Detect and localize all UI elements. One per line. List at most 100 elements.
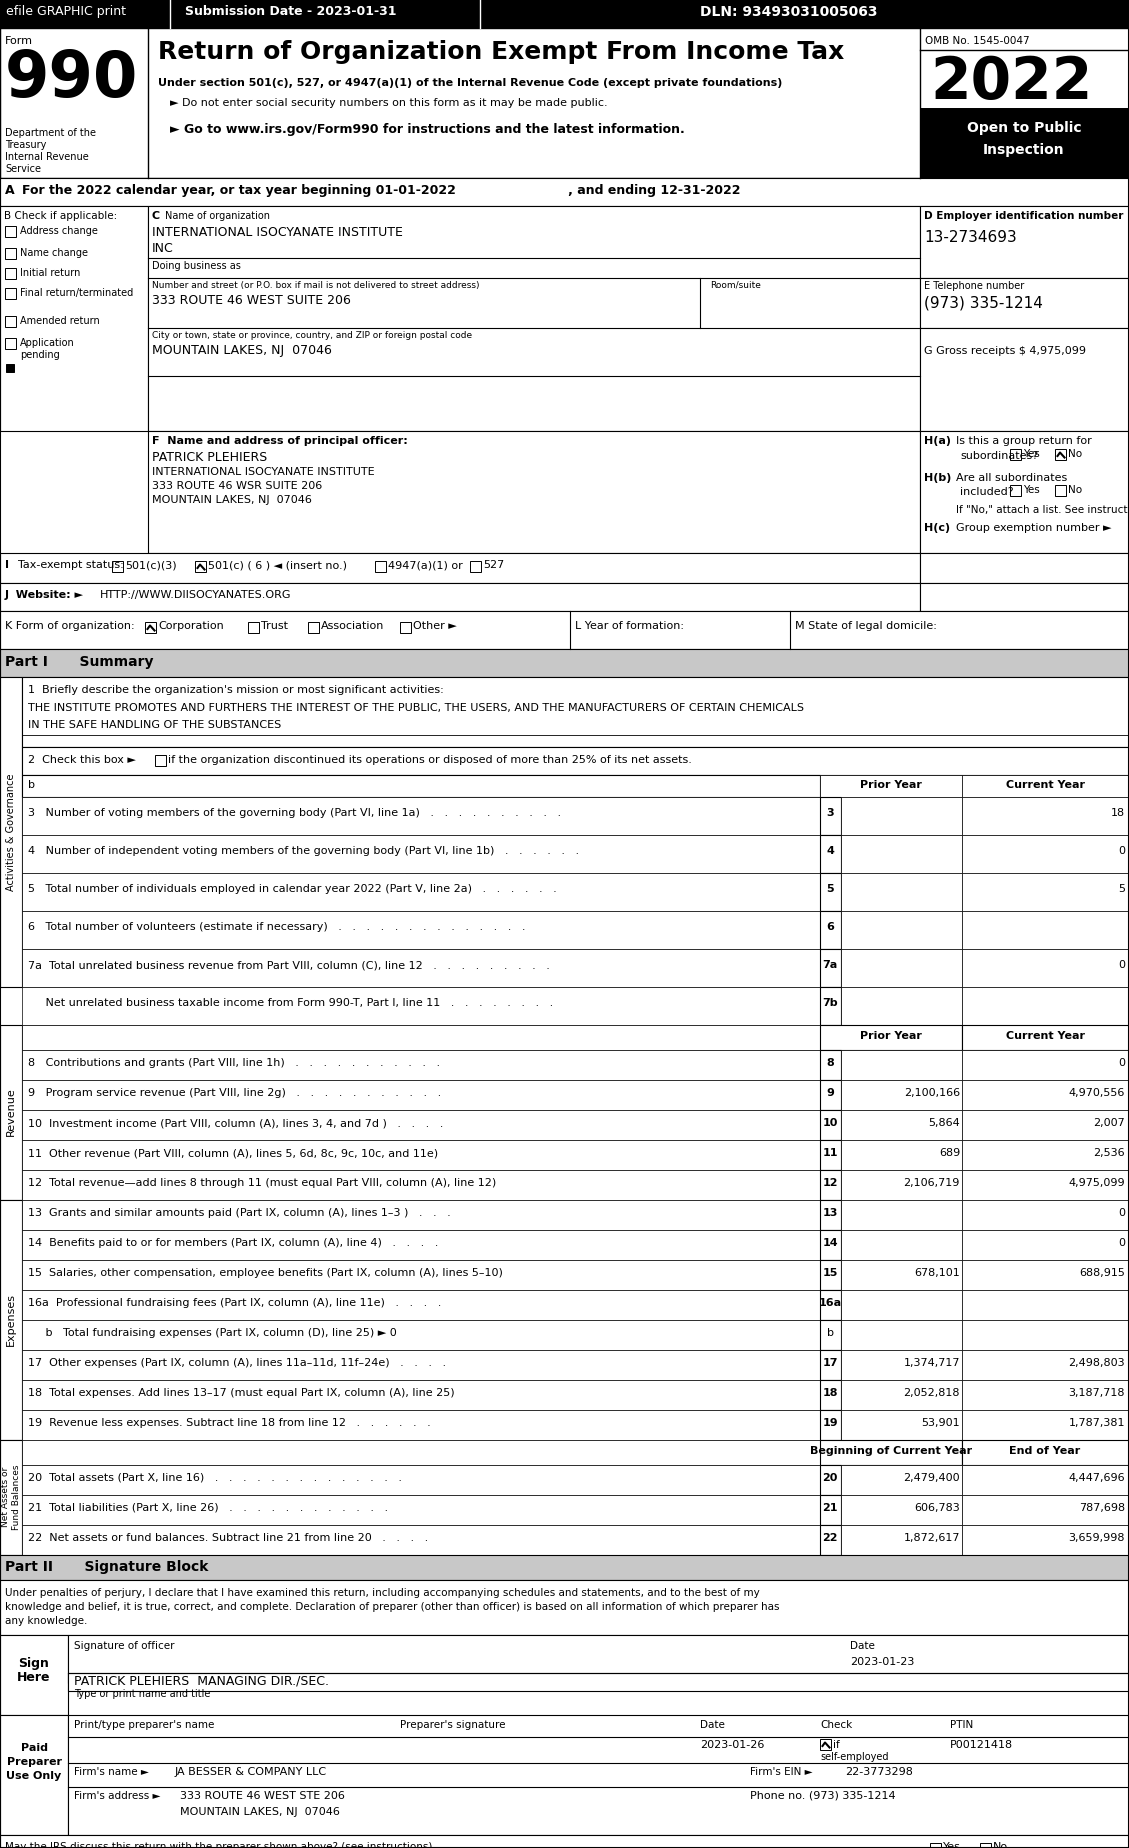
Text: 7a  Total unrelated business revenue from Part VIII, column (C), line 12   .   .: 7a Total unrelated business revenue from… (28, 959, 550, 970)
Text: 527: 527 (483, 560, 505, 569)
Text: J  Website: ►: J Website: ► (5, 590, 84, 601)
Text: 11: 11 (822, 1148, 838, 1159)
Text: Return of Organization Exempt From Income Tax: Return of Organization Exempt From Incom… (158, 41, 844, 65)
Text: Sign: Sign (18, 1658, 50, 1671)
Bar (308, 623, 320, 634)
Text: Treasury: Treasury (5, 140, 46, 150)
Text: M State of legal domicile:: M State of legal domicile: (795, 621, 937, 630)
Bar (0, 1635, 68, 1715)
Bar (930, 1842, 940, 1848)
Text: 22: 22 (822, 1534, 838, 1543)
Text: Revenue: Revenue (6, 1088, 16, 1137)
Bar (820, 1319, 841, 1351)
Text: , and ending 12-31-2022: , and ending 12-31-2022 (555, 185, 741, 198)
Bar (21, 911, 820, 950)
Text: No: No (1068, 449, 1082, 458)
Text: Name change: Name change (20, 248, 88, 259)
Text: Check: Check (820, 1720, 852, 1730)
Text: H(c): H(c) (924, 523, 951, 532)
Bar (841, 1079, 962, 1111)
Text: DLN: 93493031005063: DLN: 93493031005063 (700, 6, 877, 18)
Bar (0, 1580, 1129, 1635)
Text: IN THE SAFE HANDLING OF THE SUBSTANCES: IN THE SAFE HANDLING OF THE SUBSTANCES (28, 721, 281, 730)
Text: 22-3773298: 22-3773298 (844, 1767, 913, 1778)
Text: Trust: Trust (261, 621, 288, 630)
Bar (21, 1410, 820, 1440)
Text: 2,052,818: 2,052,818 (903, 1388, 960, 1397)
Text: Tax-exempt status:: Tax-exempt status: (18, 560, 124, 569)
Text: Other ►: Other ► (413, 621, 457, 630)
Text: 20  Total assets (Part X, line 16)   .   .   .   .   .   .   .   .   .   .   .  : 20 Total assets (Part X, line 16) . . . … (28, 1473, 402, 1482)
Text: JA BESSER & COMPANY LLC: JA BESSER & COMPANY LLC (175, 1767, 327, 1778)
Text: self-employed: self-employed (820, 1752, 889, 1761)
Bar (0, 649, 1129, 676)
Text: Type or print name and title: Type or print name and title (75, 1689, 210, 1698)
Text: Use Only: Use Only (7, 1770, 62, 1781)
Text: Preparer: Preparer (7, 1757, 61, 1767)
Text: INTERNATIONAL ISOCYANATE INSTITUTE: INTERNATIONAL ISOCYANATE INSTITUTE (152, 468, 375, 477)
Bar (21, 1465, 820, 1495)
Text: D Employer identification number: D Employer identification number (924, 211, 1123, 222)
Text: Paid: Paid (20, 1743, 47, 1754)
Bar (21, 1319, 820, 1351)
Bar (0, 676, 21, 987)
Text: Firm's EIN ►: Firm's EIN ► (750, 1767, 813, 1778)
Bar (820, 1495, 841, 1525)
Bar (112, 562, 123, 573)
Bar (920, 553, 1129, 582)
Bar (21, 1525, 820, 1554)
Text: 4,447,696: 4,447,696 (1068, 1473, 1124, 1482)
Text: Yes: Yes (943, 1842, 961, 1848)
Text: 3,187,718: 3,187,718 (1068, 1388, 1124, 1397)
Bar (195, 562, 205, 573)
Text: For the 2022 calendar year, or tax year beginning 01-01-2022: For the 2022 calendar year, or tax year … (21, 185, 456, 198)
Bar (21, 835, 820, 872)
Bar (820, 1140, 841, 1170)
Text: 689: 689 (938, 1148, 960, 1159)
Text: Date: Date (700, 1720, 725, 1730)
Text: Prior Year: Prior Year (860, 1031, 922, 1040)
Text: 18  Total expenses. Add lines 13–17 (must equal Part IX, column (A), line 25): 18 Total expenses. Add lines 13–17 (must… (28, 1388, 455, 1397)
Text: 4,970,556: 4,970,556 (1069, 1088, 1124, 1098)
Bar (0, 612, 1129, 649)
Bar (841, 911, 962, 950)
Bar (962, 1440, 1129, 1465)
Text: 6: 6 (826, 922, 834, 931)
Text: 11  Other revenue (Part VIII, column (A), lines 5, 6d, 8c, 9c, 10c, and 11e): 11 Other revenue (Part VIII, column (A),… (28, 1148, 438, 1159)
Bar (820, 1440, 962, 1465)
Text: Final return/terminated: Final return/terminated (20, 288, 133, 298)
Text: 501(c)(3): 501(c)(3) (125, 560, 176, 569)
Text: Phone no. (973) 335-1214: Phone no. (973) 335-1214 (750, 1791, 895, 1802)
Bar (841, 1495, 962, 1525)
Text: Expenses: Expenses (6, 1294, 16, 1347)
Text: 0: 0 (1118, 1059, 1124, 1068)
Text: b: b (826, 1329, 833, 1338)
Bar (21, 1351, 820, 1380)
Text: Current Year: Current Year (1006, 1031, 1085, 1040)
Bar (68, 1672, 1129, 1691)
Text: MOUNTAIN LAKES, NJ  07046: MOUNTAIN LAKES, NJ 07046 (152, 344, 332, 357)
Bar (980, 1842, 991, 1848)
Text: 13: 13 (822, 1209, 838, 1218)
Bar (0, 1026, 21, 1199)
Bar (21, 747, 1129, 774)
Text: 2,100,166: 2,100,166 (904, 1088, 960, 1098)
Bar (841, 796, 962, 835)
Bar (21, 1290, 820, 1319)
Text: 20: 20 (822, 1473, 838, 1482)
Bar (21, 774, 820, 796)
Bar (1010, 449, 1021, 460)
Text: I: I (5, 560, 9, 569)
Bar (21, 676, 1129, 747)
Bar (820, 1170, 841, 1199)
Text: 19  Revenue less expenses. Subtract line 18 from line 12   .   .   .   .   .   .: 19 Revenue less expenses. Subtract line … (28, 1417, 431, 1429)
Text: 18: 18 (1111, 808, 1124, 819)
Bar (820, 1465, 841, 1495)
Text: 4947(a)(1) or: 4947(a)(1) or (388, 560, 463, 569)
Text: 4   Number of independent voting members of the governing body (Part VI, line 1b: 4 Number of independent voting members o… (28, 846, 579, 856)
Text: 8   Contributions and grants (Part VIII, line 1h)   .   .   .   .   .   .   .   : 8 Contributions and grants (Part VIII, l… (28, 1059, 440, 1068)
Text: Amended return: Amended return (20, 316, 99, 325)
Bar (962, 774, 1129, 796)
Bar (820, 1026, 962, 1050)
Text: Service: Service (5, 164, 41, 174)
